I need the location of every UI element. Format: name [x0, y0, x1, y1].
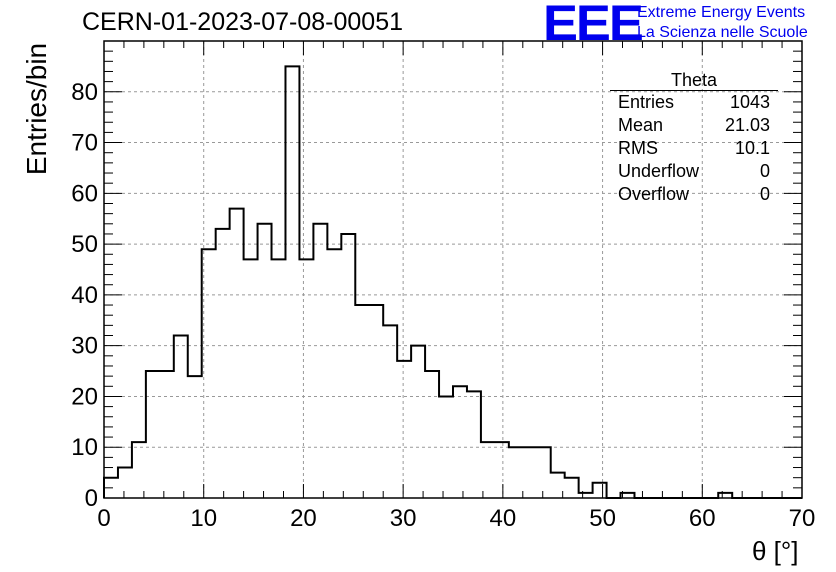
- histogram-bin: [355, 305, 369, 498]
- histogram-bin: [467, 391, 481, 498]
- logo-line-2: La Scienza nelle Scuole: [637, 24, 808, 41]
- stats-row-mean: Mean 21.03: [610, 114, 778, 137]
- histogram-bin: [244, 259, 258, 498]
- histogram-bin: [272, 259, 286, 498]
- y-tick-label: 0: [85, 485, 98, 512]
- histogram-bin: [383, 325, 397, 498]
- x-tick-label: 50: [589, 505, 616, 532]
- histogram-bin: [369, 305, 383, 498]
- histogram-bin: [495, 442, 509, 498]
- x-tick-label: 30: [390, 505, 417, 532]
- stats-value: 10.1: [734, 138, 770, 158]
- y-tick-label: 20: [71, 383, 98, 410]
- stats-label: RMS: [618, 138, 658, 158]
- histogram-bin: [146, 371, 160, 498]
- histogram-bin: [551, 473, 565, 498]
- x-tick-label: 0: [97, 505, 110, 532]
- stats-label: Mean: [618, 115, 664, 135]
- stats-box: Theta Entries 1043 Mean 21.03 RMS 10.1 U…: [610, 70, 778, 206]
- histogram-bin: [216, 229, 230, 498]
- histogram-bin: [579, 493, 593, 498]
- y-tick-label: 50: [71, 231, 98, 258]
- y-tick-label: 70: [71, 130, 98, 157]
- x-tick-label: 60: [689, 505, 716, 532]
- run-title: CERN-01-2023-07-08-00051: [82, 8, 404, 36]
- x-axis-label: θ [°]: [752, 536, 799, 566]
- stats-label: Entries: [618, 92, 675, 112]
- histogram-bin: [104, 478, 118, 498]
- histogram-bin: [341, 234, 355, 498]
- histogram-bin: [299, 259, 313, 498]
- stats-value: 0: [759, 184, 770, 204]
- histogram-bin: [593, 483, 607, 498]
- histogram-bin: [160, 371, 174, 498]
- histogram-bin: [174, 336, 188, 498]
- histogram-bin: [523, 447, 537, 498]
- histogram-bin: [285, 66, 299, 498]
- histogram-bin: [230, 209, 244, 498]
- x-tick-label: 20: [290, 505, 317, 532]
- histogram-bin: [313, 224, 327, 498]
- stats-value: 1043: [729, 92, 770, 112]
- histogram-bin: [481, 442, 495, 498]
- eee-logo: EEE: [543, 0, 644, 51]
- stats-value: 0: [759, 161, 770, 181]
- histogram-bin: [411, 346, 425, 498]
- histogram-bin: [439, 396, 453, 498]
- stats-row-rms: RMS 10.1: [610, 137, 778, 160]
- histogram-bin: [718, 493, 732, 498]
- x-tick-label: 10: [190, 505, 217, 532]
- logo-line-1: Extreme Energy Events: [637, 4, 806, 21]
- histogram-bin: [425, 371, 439, 498]
- y-tick-label: 40: [71, 282, 98, 309]
- histogram-bin: [132, 442, 146, 498]
- histogram-bin: [509, 447, 523, 498]
- y-axis-label: Entries/bin: [21, 42, 52, 176]
- x-tick-label: 40: [490, 505, 517, 532]
- histogram-bin: [202, 249, 216, 498]
- histogram-bin: [537, 447, 551, 498]
- y-tick-label: 10: [71, 434, 98, 461]
- stats-title: Theta: [670, 70, 718, 90]
- histogram-bin: [621, 493, 635, 498]
- stats-row-entries: Entries 1043: [610, 91, 778, 114]
- y-tick-label: 60: [71, 180, 98, 207]
- histogram-bin: [258, 224, 272, 498]
- stats-label: Underflow: [618, 161, 700, 181]
- histogram-bin: [188, 376, 202, 498]
- plot-frame: [103, 40, 803, 499]
- histogram-bin: [453, 386, 467, 498]
- stats-value: 21.03: [724, 115, 770, 135]
- y-tick-label: 30: [71, 333, 98, 360]
- histogram-outline: [103, 65, 802, 499]
- stats-row-underflow: Underflow 0: [610, 160, 778, 183]
- histogram-bin: [118, 468, 132, 498]
- stats-label: Overflow: [618, 184, 690, 204]
- histogram-bin: [397, 361, 411, 498]
- stats-divider: [610, 90, 778, 91]
- y-tick-label: 80: [71, 79, 98, 106]
- histogram-bin: [565, 478, 579, 498]
- histogram-bin: [327, 249, 341, 498]
- stats-row-overflow: Overflow 0: [610, 183, 778, 206]
- x-tick-label: 70: [789, 505, 816, 532]
